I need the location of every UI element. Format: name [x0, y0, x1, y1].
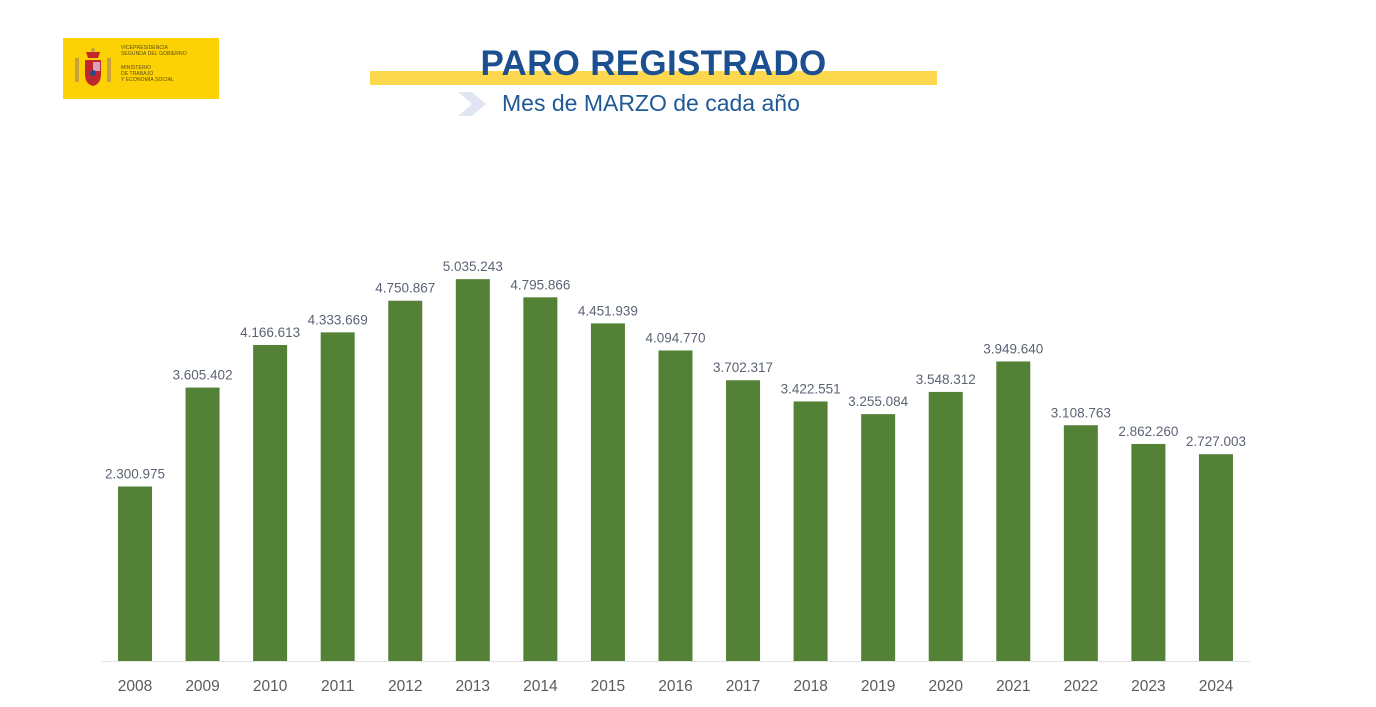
data-label-2018: 3.422.551	[781, 381, 841, 396]
ministry-logo: VICEPRESIDENCIA SEGUNDA DEL GOBIERNO MIN…	[63, 38, 219, 99]
x-tick-label: 2020	[928, 678, 963, 695]
data-label-2014: 4.795.866	[510, 277, 570, 292]
bar-2011	[320, 332, 355, 661]
x-tick-label: 2017	[726, 678, 760, 695]
x-tick-label: 2015	[591, 678, 625, 695]
logo-line: SEGUNDA DEL GOBIERNO	[121, 51, 187, 57]
x-tick-label: 2012	[388, 678, 422, 695]
logo-line: MINISTERIO	[121, 65, 152, 71]
x-tick-label: 2018	[793, 678, 827, 695]
data-label-2024: 2.727.003	[1186, 434, 1246, 449]
bar-2016	[658, 350, 693, 661]
x-tick-label: 2013	[456, 678, 490, 695]
data-label-2010: 4.166.613	[240, 325, 300, 340]
data-label-2011: 4.333.669	[308, 312, 368, 327]
x-tick-label: 2019	[861, 678, 895, 695]
data-label-2016: 4.094.770	[645, 330, 705, 345]
page-title: PARO REGISTRADO	[480, 44, 827, 83]
bar-2020	[928, 391, 963, 661]
data-label-2008: 2.300.975	[105, 467, 165, 482]
x-tick-label: 2011	[321, 678, 354, 695]
x-tick-label: 2014	[523, 678, 558, 695]
data-label-2015: 4.451.939	[578, 303, 638, 318]
bar-2010	[253, 345, 288, 661]
x-tick-label: 2010	[253, 678, 288, 695]
logo-line: Y ECONOMÍA SOCIAL	[121, 77, 175, 83]
coat-of-arms-icon	[75, 48, 111, 86]
bar-2019	[861, 414, 896, 661]
bar-2022	[1063, 425, 1098, 661]
data-label-2013: 5.035.243	[443, 259, 503, 274]
bar-2021	[996, 361, 1031, 661]
x-tick-label: 2023	[1131, 678, 1165, 695]
data-label-2017: 3.702.317	[713, 360, 773, 375]
title-underline-band	[370, 71, 937, 85]
bar-2018	[793, 401, 828, 661]
data-label-2020: 3.548.312	[916, 372, 976, 387]
x-tick-label: 2016	[658, 678, 692, 695]
bar-2024	[1198, 454, 1233, 661]
chevron-right-icon	[458, 92, 486, 116]
data-label-2009: 3.605.402	[173, 368, 233, 383]
x-tick-label: 2009	[185, 678, 219, 695]
bar-2012	[388, 300, 423, 661]
bar-2015	[590, 323, 625, 661]
bar-2013	[455, 279, 490, 661]
bar-2023	[1131, 443, 1166, 661]
bar-2017	[726, 380, 761, 661]
data-label-2022: 3.108.763	[1051, 405, 1111, 420]
bar-2014	[523, 297, 558, 661]
page-subtitle: Mes de MARZO de cada año	[502, 90, 800, 116]
x-tick-label: 2022	[1064, 678, 1098, 695]
bar-2009	[185, 387, 220, 661]
x-tick-label: 2008	[118, 678, 152, 695]
data-label-2021: 3.949.640	[983, 341, 1043, 356]
logo-line: VICEPRESIDENCIA	[121, 45, 169, 51]
data-label-2023: 2.862.260	[1118, 424, 1178, 439]
data-label-2012: 4.750.867	[375, 281, 435, 296]
x-tick-label: 2021	[996, 678, 1030, 695]
logo-line: DE TRABAJO	[121, 71, 154, 77]
bar-2008	[118, 486, 152, 661]
x-tick-label: 2024	[1199, 678, 1234, 695]
data-label-2019: 3.255.084	[848, 394, 909, 409]
